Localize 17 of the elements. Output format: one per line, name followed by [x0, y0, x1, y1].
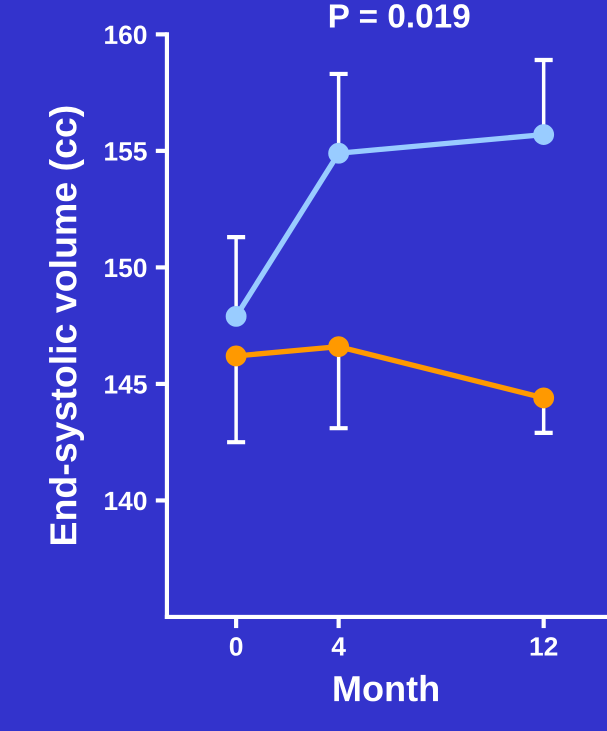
x-axis-title: Month: [334, 674, 438, 702]
x-tick-label: 12: [530, 637, 558, 656]
point: [226, 306, 247, 327]
x-tick-label: 0: [230, 637, 242, 656]
y-axis-title: End-systolic volume (cc): [49, 106, 84, 544]
chart-title: P = 0.019: [330, 4, 470, 28]
point: [328, 142, 350, 164]
y-tick-label: 155: [105, 142, 147, 161]
x-tick-label: 4: [332, 637, 346, 656]
y-tick-label: 160: [105, 25, 146, 44]
y-tick-label: 145: [105, 375, 147, 394]
y-tick-label: 150: [105, 258, 146, 278]
point: [226, 346, 247, 366]
point: [533, 124, 554, 145]
y-tick-label: 140: [105, 492, 146, 510]
point: [533, 387, 554, 408]
point: [328, 336, 350, 358]
